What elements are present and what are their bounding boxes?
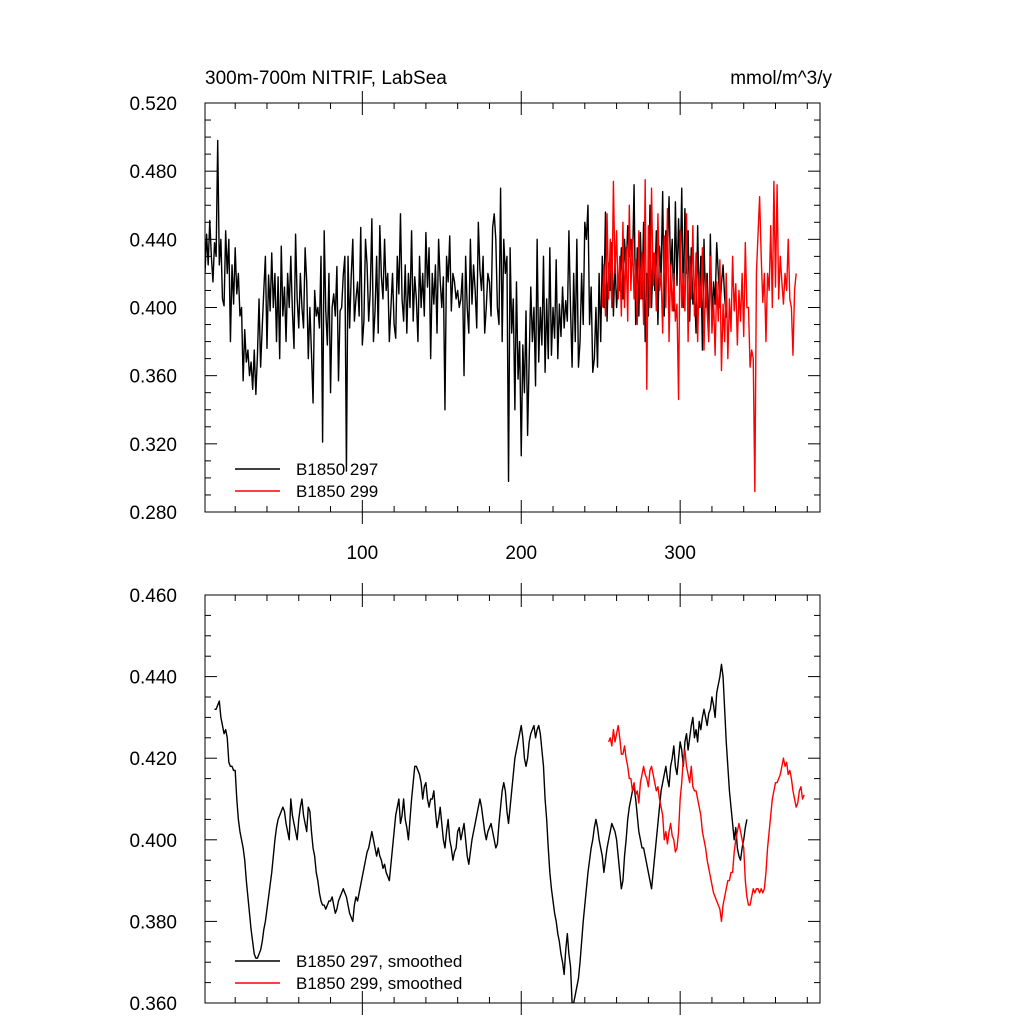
bottom-legend-label-1: B1850 297, smoothed (296, 952, 462, 971)
bottom-plot-frame (204, 594, 821, 1004)
bottom-y-tick-label: 0.380 (129, 912, 177, 933)
bottom-y-tick-label: 0.440 (129, 668, 177, 689)
top-y-tick-label: 0.280 (129, 503, 177, 524)
top-x-tick-label: 100 (346, 543, 378, 564)
top-legend-label-2: B1850 299 (296, 482, 378, 501)
top-y-tick-label: 0.440 (129, 230, 177, 251)
top-y-tick-label: 0.320 (129, 435, 177, 456)
top-series-line-1 (205, 139, 727, 483)
top-x-tick-label: 200 (505, 543, 537, 564)
top-panel-title: 300m-700m NITRIF, LabSea (205, 68, 447, 89)
top-panel: 300m-700m NITRIF, LabSea mmol/m^3/y 0.28… (129, 68, 832, 564)
top-y-tick-label: 0.520 (129, 94, 177, 115)
top-legend-label-1: B1850 297 (296, 460, 378, 479)
top-x-tick-label: 300 (664, 543, 696, 564)
top-panel-units: mmol/m^3/y (730, 68, 832, 89)
top-y-tick-label: 0.480 (129, 162, 177, 183)
top-y-tick-label: 0.360 (129, 367, 177, 388)
bottom-y-tick-label: 0.400 (129, 831, 177, 852)
bottom-legend-label-2: B1850 299, smoothed (296, 974, 462, 993)
bottom-y-tick-label: 0.420 (129, 749, 177, 770)
bottom-panel: 0.360 0.380 0.400 0.420 0.440 0.460 B1850 297,… (129, 583, 821, 1015)
top-y-tick-label: 0.400 (129, 299, 177, 320)
bottom-y-tick-label: 0.460 (129, 586, 177, 607)
bottom-series-line-1 (214, 663, 748, 1003)
top-series-line-2 (601, 178, 797, 493)
bottom-y-tick-label: 0.360 (129, 994, 177, 1015)
bottom-series-line-2 (607, 724, 805, 923)
